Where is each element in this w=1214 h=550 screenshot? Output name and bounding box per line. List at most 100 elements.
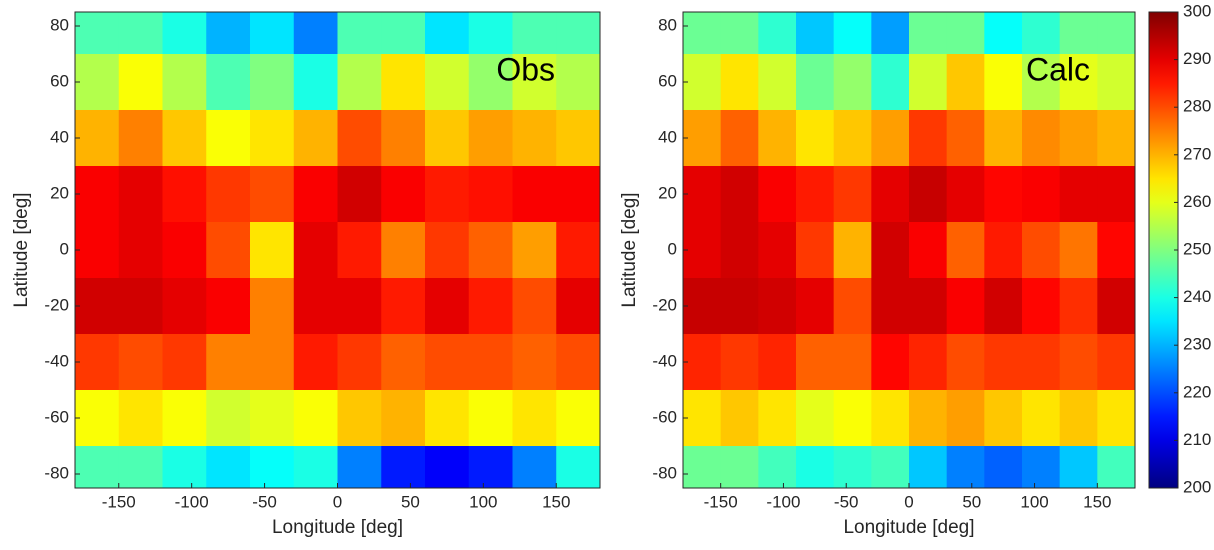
heat-cell [162, 54, 207, 111]
heat-cell [946, 446, 985, 488]
heat-cell [250, 166, 295, 223]
colorbar-tick-label: 250 [1183, 239, 1211, 258]
heat-cell [468, 166, 513, 223]
heat-cell [425, 110, 470, 167]
heat-cell [206, 110, 251, 167]
heat-cell [162, 334, 207, 391]
heat-cell [720, 166, 759, 223]
x-tick-label: 150 [542, 492, 570, 511]
heat-cell [118, 222, 163, 279]
heat-cell [758, 166, 797, 223]
heat-cell [683, 446, 722, 488]
heat-cell [337, 110, 382, 167]
heat-cell [984, 12, 1023, 55]
y-tick-label: -40 [44, 351, 69, 370]
heat-cell [796, 166, 835, 223]
heat-cell [683, 390, 722, 447]
heat-cell [833, 446, 872, 488]
heat-cell [984, 222, 1023, 279]
heat-cell [720, 278, 759, 335]
heat-cell [118, 446, 163, 488]
colorbar-tick-label: 240 [1183, 287, 1211, 306]
heat-cell [293, 222, 338, 279]
heat-cell [871, 446, 910, 488]
heat-cell [118, 334, 163, 391]
heat-cell [833, 110, 872, 167]
heat-cell [796, 390, 835, 447]
heat-cell [468, 446, 513, 488]
heat-cell [556, 446, 600, 488]
heat-cell [1097, 334, 1135, 391]
x-tick-label: 100 [469, 492, 497, 511]
heat-cell [425, 222, 470, 279]
heat-cell [1022, 222, 1061, 279]
heat-cell [425, 446, 470, 488]
heat-cell [293, 166, 338, 223]
heat-cell [1059, 222, 1098, 279]
heat-cell [871, 334, 910, 391]
heat-cell [556, 278, 600, 335]
heat-cell [909, 54, 948, 111]
heat-cell [720, 334, 759, 391]
y-tick-label: 80 [658, 15, 677, 34]
heat-cell [162, 278, 207, 335]
heat-cell [556, 54, 600, 111]
heat-cell [556, 110, 600, 167]
x-tick-label: 100 [1020, 492, 1048, 511]
heatmap [75, 12, 600, 488]
heat-cell [871, 110, 910, 167]
heat-cell [337, 222, 382, 279]
heat-cell [556, 222, 600, 279]
y-tick-label: 80 [50, 15, 69, 34]
heat-cell [833, 334, 872, 391]
heat-cell [1097, 278, 1135, 335]
heat-cell [758, 390, 797, 447]
heat-cell [337, 446, 382, 488]
heat-cell [468, 54, 513, 111]
heat-cell [909, 12, 948, 55]
heat-cell [293, 446, 338, 488]
heat-cell [683, 222, 722, 279]
heat-cell [75, 166, 120, 223]
heat-cell [425, 390, 470, 447]
heat-cell [1022, 54, 1061, 111]
heat-cell [1059, 390, 1098, 447]
x-tick-label: -150 [102, 492, 136, 511]
heat-cell [720, 110, 759, 167]
heat-cell [75, 446, 120, 488]
heat-cell [512, 446, 557, 488]
heat-cell [758, 12, 797, 55]
heat-cell [1022, 166, 1061, 223]
heat-cell [425, 54, 470, 111]
heat-cell [720, 222, 759, 279]
heat-cell [1022, 446, 1061, 488]
heat-cell [337, 12, 382, 55]
y-tick-label: 20 [658, 183, 677, 202]
heat-cell [909, 446, 948, 488]
heat-cell [909, 110, 948, 167]
heat-cell [871, 278, 910, 335]
heat-cell [293, 12, 338, 55]
heat-cell [946, 334, 985, 391]
heat-cell [468, 222, 513, 279]
y-tick-label: -20 [44, 295, 69, 314]
heat-cell [796, 54, 835, 111]
y-tick-label: -60 [652, 407, 677, 426]
colorbar-tick-label: 300 [1183, 1, 1211, 20]
heat-cell [758, 110, 797, 167]
heat-cell [512, 334, 557, 391]
y-tick-label: -20 [652, 295, 677, 314]
heat-cell [984, 166, 1023, 223]
heat-cell [984, 278, 1023, 335]
heat-cell [381, 54, 426, 111]
y-axis-label: Latitude [deg] [619, 192, 640, 307]
heat-cell [250, 278, 295, 335]
heat-cell [683, 166, 722, 223]
heat-cell [250, 12, 295, 55]
x-axis-label: Longitude [deg] [272, 517, 403, 538]
heat-cell [293, 110, 338, 167]
heat-cell [512, 12, 557, 55]
heat-cell [909, 166, 948, 223]
heat-cell [1059, 12, 1098, 55]
heat-cell [946, 222, 985, 279]
